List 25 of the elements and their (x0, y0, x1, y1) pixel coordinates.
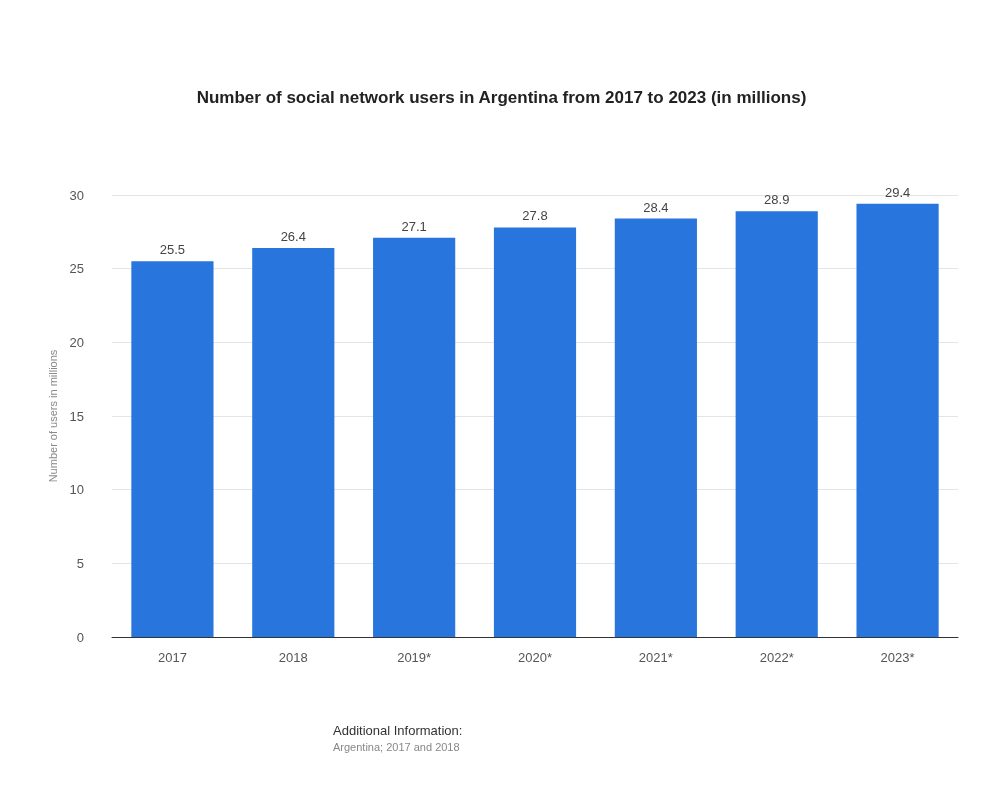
data-label: 26.4 (280, 229, 306, 245)
y-tick-label: 30 (69, 187, 84, 203)
y-tick-label: 25 (69, 261, 84, 277)
y-tick-label: 20 (69, 334, 84, 350)
x-tick-label: 2022* (759, 650, 794, 665)
y-axis-title: Number of users in millions (47, 349, 60, 483)
data-label: 29.4 (884, 184, 911, 200)
x-tick-label: 2020* (518, 650, 552, 665)
data-label: 27.8 (522, 208, 548, 224)
x-tick-label: 2023* (880, 650, 915, 665)
text: Additional Information: (333, 723, 463, 738)
x-tick-label: 2017 (157, 650, 187, 665)
text: Argentina; 2017 and 2018 (333, 740, 460, 753)
x-tick-label: 2021* (638, 650, 673, 665)
y-tick-label: 15 (69, 408, 84, 424)
y-tick-label: 10 (69, 482, 84, 498)
x-tick-label: 2019* (397, 650, 432, 665)
data-label: 28.9 (764, 192, 790, 208)
data-label: 25.5 (159, 242, 186, 258)
y-tick-label: 0 (76, 629, 84, 645)
y-tick-label: 5 (76, 555, 84, 571)
data-label: 28.4 (643, 199, 669, 215)
chart-title: Number of social network users in Argentina from 2017 to 2023 (in millions) (196, 88, 807, 107)
data-label: 27.1 (401, 218, 427, 234)
x-tick-label: 2018 (278, 650, 308, 665)
